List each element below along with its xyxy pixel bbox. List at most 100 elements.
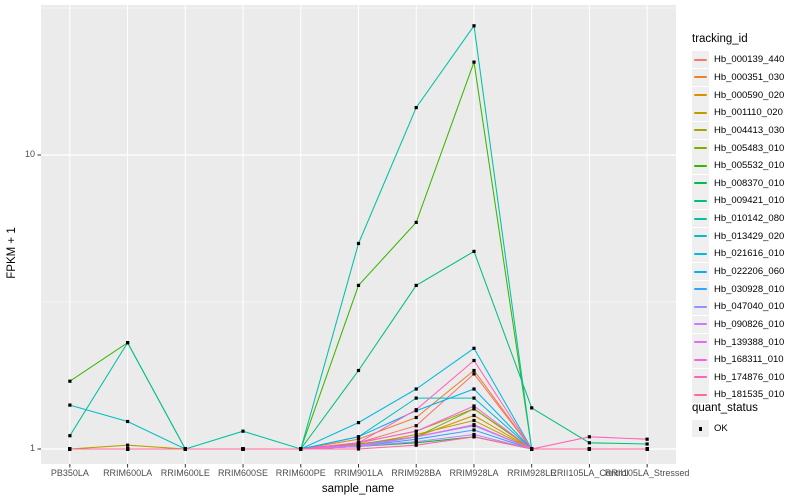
data-point bbox=[414, 283, 418, 287]
color-line-swatch-icon bbox=[694, 164, 707, 167]
legend-key-icon bbox=[692, 157, 709, 175]
legend-item-label: Hb_010142_080 bbox=[714, 213, 785, 225]
legend-key-icon bbox=[692, 280, 709, 298]
x-tick-label-RRIM600PE: RRIM600PE bbox=[275, 468, 326, 478]
legend-item-Hb_090826_010: Hb_090826_010 bbox=[692, 315, 785, 334]
data-point bbox=[356, 368, 361, 373]
legend-item-label: Hb_005532_010 bbox=[714, 160, 785, 172]
x-tick-label-RRIM928LA: RRIM928LA bbox=[449, 468, 499, 478]
data-point bbox=[472, 396, 476, 400]
data-point bbox=[126, 443, 130, 447]
data-point bbox=[414, 429, 418, 433]
data-point bbox=[472, 358, 476, 363]
color-line-swatch-icon bbox=[694, 323, 707, 326]
data-point bbox=[414, 415, 418, 420]
data-point bbox=[472, 423, 476, 427]
data-point bbox=[68, 403, 72, 407]
data-point bbox=[472, 60, 476, 64]
color-line-swatch-icon bbox=[694, 76, 707, 79]
legend-title-quant-status: quant_status bbox=[692, 402, 758, 414]
legend-item-Hb_022206_060: Hb_022206_060 bbox=[692, 263, 784, 281]
legend-key-icon bbox=[692, 210, 709, 228]
x-tick-label-RRIM600LE: RRIM600LE bbox=[160, 468, 210, 478]
legend-key-icon bbox=[692, 86, 709, 104]
x-tick-label-RRII105LA_Stressed: RRII105LA_Stressed bbox=[604, 468, 690, 478]
data-point bbox=[472, 407, 476, 411]
legend-item-Hb_001110_020: Hb_001110_020 bbox=[692, 104, 784, 122]
legend-key-icon bbox=[692, 315, 709, 333]
data-point bbox=[356, 421, 361, 425]
legend-item-Hb_030928_010: Hb_030928_010 bbox=[692, 280, 784, 298]
color-line-swatch-icon bbox=[694, 94, 707, 97]
legend-key-icon bbox=[692, 68, 709, 86]
data-point bbox=[414, 106, 418, 110]
data-point bbox=[414, 435, 418, 439]
legend-item-label: Hb_008370_010 bbox=[714, 177, 785, 189]
legend-key-icon bbox=[692, 386, 709, 404]
legend-item-label: OK bbox=[714, 423, 728, 435]
legend-key-icon bbox=[692, 245, 709, 263]
legend-key-icon bbox=[692, 192, 709, 210]
quant-ok-key-icon bbox=[692, 420, 709, 438]
legend-item-Hb_013429_020: Hb_013429_020 bbox=[692, 227, 784, 245]
color-line-swatch-icon bbox=[694, 376, 707, 379]
legend-item-label: Hb_022206_060 bbox=[714, 266, 785, 277]
color-line-swatch-icon bbox=[694, 270, 707, 273]
legend-item-Hb_181535_010: Hb_181535_010 bbox=[692, 386, 784, 404]
legend-item-label: Hb_030928_010 bbox=[714, 283, 785, 295]
legend-item-label: Hb_001110_020 bbox=[714, 107, 783, 119]
legend-item-Hb_168311_010: Hb_168311_010 bbox=[692, 351, 784, 369]
data-point bbox=[414, 396, 418, 400]
data-point bbox=[530, 406, 534, 410]
data-point bbox=[126, 419, 130, 424]
legend-item-label: Hb_139388_010 bbox=[714, 336, 785, 348]
data-point bbox=[587, 435, 591, 439]
data-point bbox=[472, 428, 476, 432]
y-tick-label-10: 10 bbox=[24, 149, 35, 159]
legend-item-label: Hb_009421_010 bbox=[714, 195, 785, 207]
legend-item-label: Hb_013429_020 bbox=[714, 230, 785, 242]
data-point bbox=[68, 379, 72, 383]
x-tick-label-RRII105LA_Control: RRII105LA_Control bbox=[550, 468, 629, 478]
legend-item-Hb_005483_010: Hb_005483_010 bbox=[692, 139, 784, 157]
legend-key-icon bbox=[692, 298, 709, 316]
data-point bbox=[356, 437, 361, 441]
color-line-swatch-icon bbox=[694, 217, 707, 220]
data-point bbox=[414, 220, 418, 224]
legend-item-label: Hb_090826_010 bbox=[714, 318, 785, 330]
color-line-swatch-icon bbox=[694, 129, 707, 132]
data-point bbox=[472, 387, 476, 391]
data-point bbox=[472, 432, 476, 437]
color-line-swatch-icon bbox=[694, 358, 707, 361]
legend-item-label: Hb_047040_010 bbox=[714, 301, 785, 313]
x-tick-label-RRIM901LA: RRIM901LA bbox=[333, 468, 384, 478]
data-point bbox=[356, 443, 361, 447]
legend-key-icon bbox=[692, 351, 709, 369]
legend-item-Hb_174876_010: Hb_174876_010 bbox=[692, 368, 784, 387]
data-point bbox=[241, 447, 245, 451]
legend-item-label: Hb_005483_010 bbox=[714, 142, 785, 154]
data-point bbox=[472, 372, 476, 376]
legend-item-Hb_008370_010: Hb_008370_010 bbox=[692, 174, 784, 192]
legend-item-label: Hb_181535_010 bbox=[714, 389, 785, 401]
data-point bbox=[472, 418, 476, 423]
legend-title-tracking-id: tracking_id bbox=[692, 33, 748, 45]
legend-key-icon bbox=[692, 227, 709, 245]
color-line-swatch-icon bbox=[694, 199, 707, 202]
legend-key-icon bbox=[692, 333, 709, 351]
data-point bbox=[414, 387, 418, 391]
legend-key-icon bbox=[692, 174, 709, 192]
color-line-swatch-icon bbox=[694, 252, 707, 255]
data-point bbox=[68, 434, 72, 438]
data-point bbox=[356, 435, 361, 439]
data-point bbox=[241, 429, 245, 433]
y-tick-label-1: 1 bbox=[29, 443, 35, 453]
data-point bbox=[645, 437, 649, 441]
data-point bbox=[356, 241, 361, 246]
data-point bbox=[472, 404, 476, 408]
color-line-swatch-icon bbox=[694, 288, 707, 291]
x-tick-label-RRIM600SE: RRIM600SE bbox=[218, 468, 269, 478]
legend-key-icon bbox=[692, 121, 709, 139]
legend-key-icon bbox=[692, 51, 709, 69]
